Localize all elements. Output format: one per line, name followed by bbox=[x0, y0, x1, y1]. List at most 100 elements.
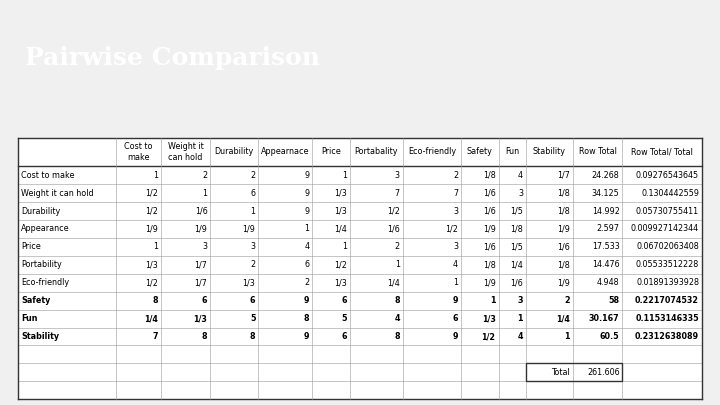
Text: 60.5: 60.5 bbox=[600, 332, 620, 341]
Text: 1/9: 1/9 bbox=[145, 224, 158, 234]
Text: 1: 1 bbox=[453, 278, 458, 287]
Text: 9: 9 bbox=[304, 189, 310, 198]
Text: 1/4: 1/4 bbox=[510, 260, 523, 269]
Text: 0.1153146335: 0.1153146335 bbox=[636, 314, 699, 323]
Text: 1/8: 1/8 bbox=[557, 260, 570, 269]
Text: 2: 2 bbox=[304, 278, 310, 287]
Text: 9: 9 bbox=[304, 332, 310, 341]
Text: Weight it
can hold: Weight it can hold bbox=[168, 142, 204, 162]
Text: Total: Total bbox=[552, 368, 570, 377]
Text: Pairwise Comparison: Pairwise Comparison bbox=[25, 45, 320, 70]
Text: Durability: Durability bbox=[215, 147, 254, 156]
Text: Cost to
make: Cost to make bbox=[125, 142, 153, 162]
Text: 6: 6 bbox=[341, 332, 347, 341]
Text: 3: 3 bbox=[251, 243, 256, 252]
Text: Portability: Portability bbox=[21, 260, 62, 269]
Text: 0.2217074532: 0.2217074532 bbox=[635, 296, 699, 305]
Text: 3: 3 bbox=[395, 171, 400, 180]
Text: Price: Price bbox=[21, 243, 40, 252]
Text: 3: 3 bbox=[453, 243, 458, 252]
Text: 9: 9 bbox=[452, 296, 458, 305]
Text: Stability: Stability bbox=[533, 147, 566, 156]
Text: 1: 1 bbox=[518, 314, 523, 323]
Text: 14.992: 14.992 bbox=[592, 207, 620, 215]
Text: Cost to make: Cost to make bbox=[21, 171, 74, 180]
Text: 2: 2 bbox=[251, 171, 256, 180]
Text: 24.268: 24.268 bbox=[592, 171, 620, 180]
Text: 1/6: 1/6 bbox=[387, 224, 400, 234]
Text: 1/2: 1/2 bbox=[145, 207, 158, 215]
Text: Safety: Safety bbox=[21, 296, 50, 305]
Text: 1: 1 bbox=[342, 243, 347, 252]
Text: 9: 9 bbox=[304, 207, 310, 215]
Text: 0.1304442559: 0.1304442559 bbox=[641, 189, 699, 198]
Text: 1: 1 bbox=[490, 296, 495, 305]
Text: 1/2: 1/2 bbox=[387, 207, 400, 215]
Text: 7: 7 bbox=[395, 189, 400, 198]
Text: 8: 8 bbox=[304, 314, 310, 323]
Text: Portabality: Portabality bbox=[354, 147, 398, 156]
Text: 1: 1 bbox=[305, 224, 310, 234]
Text: 1/6: 1/6 bbox=[483, 243, 495, 252]
Text: 8: 8 bbox=[202, 332, 207, 341]
Text: 9: 9 bbox=[304, 171, 310, 180]
Text: 1/7: 1/7 bbox=[557, 171, 570, 180]
Text: 2: 2 bbox=[251, 260, 256, 269]
Text: Appearance: Appearance bbox=[21, 224, 70, 234]
Text: 3: 3 bbox=[202, 243, 207, 252]
Text: 1/6: 1/6 bbox=[483, 189, 495, 198]
Text: 261.606: 261.606 bbox=[587, 368, 620, 377]
Text: 8: 8 bbox=[395, 296, 400, 305]
Text: Stability: Stability bbox=[21, 332, 59, 341]
Text: 1/6: 1/6 bbox=[510, 278, 523, 287]
Text: 0.06702063408: 0.06702063408 bbox=[636, 243, 699, 252]
Text: 4.948: 4.948 bbox=[597, 278, 620, 287]
Text: 6: 6 bbox=[341, 296, 347, 305]
Text: 1/8: 1/8 bbox=[510, 224, 523, 234]
Text: 0.05533512228: 0.05533512228 bbox=[636, 260, 699, 269]
Text: 1: 1 bbox=[342, 171, 347, 180]
Text: Appearnace: Appearnace bbox=[261, 147, 310, 156]
Text: Eco-friendly: Eco-friendly bbox=[408, 147, 456, 156]
Text: 1/9: 1/9 bbox=[243, 224, 256, 234]
Text: 2: 2 bbox=[564, 296, 570, 305]
Text: 2: 2 bbox=[202, 171, 207, 180]
Text: 4: 4 bbox=[518, 171, 523, 180]
Text: 1/3: 1/3 bbox=[145, 260, 158, 269]
Text: 1/7: 1/7 bbox=[194, 278, 207, 287]
Text: 6: 6 bbox=[305, 260, 310, 269]
Text: 3: 3 bbox=[518, 296, 523, 305]
Text: 1/9: 1/9 bbox=[557, 224, 570, 234]
Text: 14.476: 14.476 bbox=[592, 260, 620, 269]
Text: 1/3: 1/3 bbox=[482, 314, 495, 323]
Text: 1/4: 1/4 bbox=[556, 314, 570, 323]
Text: 6: 6 bbox=[452, 314, 458, 323]
Text: Safety: Safety bbox=[467, 147, 492, 156]
Text: 1/9: 1/9 bbox=[482, 224, 495, 234]
Text: 1/4: 1/4 bbox=[144, 314, 158, 323]
Text: 1/3: 1/3 bbox=[334, 189, 347, 198]
Text: 1/9: 1/9 bbox=[557, 278, 570, 287]
Text: 2: 2 bbox=[395, 243, 400, 252]
Text: 1: 1 bbox=[564, 332, 570, 341]
Text: 1/8: 1/8 bbox=[483, 171, 495, 180]
Text: 4: 4 bbox=[395, 314, 400, 323]
Text: 3: 3 bbox=[518, 189, 523, 198]
Text: 1/2: 1/2 bbox=[445, 224, 458, 234]
Text: 0.09276543645: 0.09276543645 bbox=[636, 171, 699, 180]
Text: 8: 8 bbox=[395, 332, 400, 341]
Text: 2: 2 bbox=[453, 171, 458, 180]
Text: 1: 1 bbox=[153, 243, 158, 252]
Text: Fun: Fun bbox=[21, 314, 37, 323]
Text: 4: 4 bbox=[453, 260, 458, 269]
Text: 6: 6 bbox=[251, 189, 256, 198]
Text: 5: 5 bbox=[341, 314, 347, 323]
Text: 0.009927142344: 0.009927142344 bbox=[631, 224, 699, 234]
Text: 9: 9 bbox=[452, 332, 458, 341]
Text: 1/6: 1/6 bbox=[483, 207, 495, 215]
Text: Weight it can hold: Weight it can hold bbox=[21, 189, 94, 198]
Text: 1: 1 bbox=[251, 207, 256, 215]
Text: 1/3: 1/3 bbox=[334, 207, 347, 215]
Text: 1/2: 1/2 bbox=[482, 332, 495, 341]
Text: 4: 4 bbox=[305, 243, 310, 252]
